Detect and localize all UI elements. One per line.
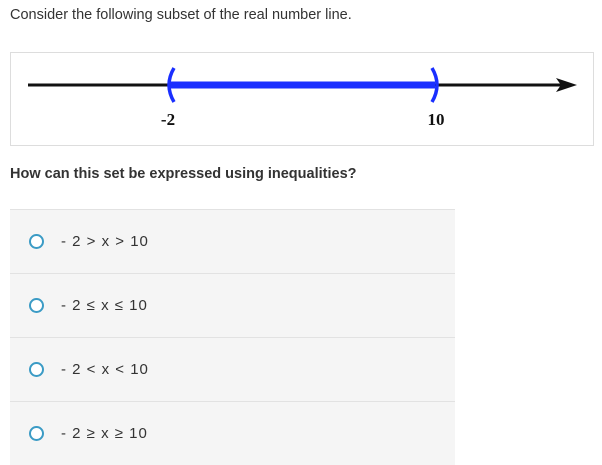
radio-button[interactable] bbox=[29, 362, 44, 377]
number-line: -2 10 bbox=[28, 67, 577, 129]
number-line-figure: -2 10 bbox=[10, 52, 594, 146]
answer-option[interactable]: - 2 < x < 10 bbox=[10, 337, 455, 401]
tick-label-right: 10 bbox=[428, 110, 445, 129]
radio-button[interactable] bbox=[29, 426, 44, 441]
right-parenthesis bbox=[430, 67, 439, 103]
left-parenthesis bbox=[167, 67, 176, 103]
answer-option[interactable]: - 2 ≥ x ≥ 10 bbox=[10, 401, 455, 465]
question-text: How can this set be expressed using ineq… bbox=[10, 166, 357, 182]
answer-options: - 2 > x > 10 - 2 ≤ x ≤ 10 - 2 < x < 10 -… bbox=[10, 209, 455, 465]
axis-arrow bbox=[556, 78, 577, 92]
answer-option[interactable]: - 2 ≤ x ≤ 10 bbox=[10, 273, 455, 337]
answer-option[interactable]: - 2 > x > 10 bbox=[10, 209, 455, 273]
radio-button[interactable] bbox=[29, 234, 44, 249]
tick-label-left: -2 bbox=[161, 110, 175, 129]
question-prompt: Consider the following subset of the rea… bbox=[10, 7, 352, 23]
radio-button[interactable] bbox=[29, 298, 44, 313]
option-label: - 2 < x < 10 bbox=[61, 361, 149, 378]
option-label: - 2 ≥ x ≥ 10 bbox=[61, 425, 148, 442]
option-label: - 2 > x > 10 bbox=[61, 233, 149, 250]
option-label: - 2 ≤ x ≤ 10 bbox=[61, 297, 148, 314]
